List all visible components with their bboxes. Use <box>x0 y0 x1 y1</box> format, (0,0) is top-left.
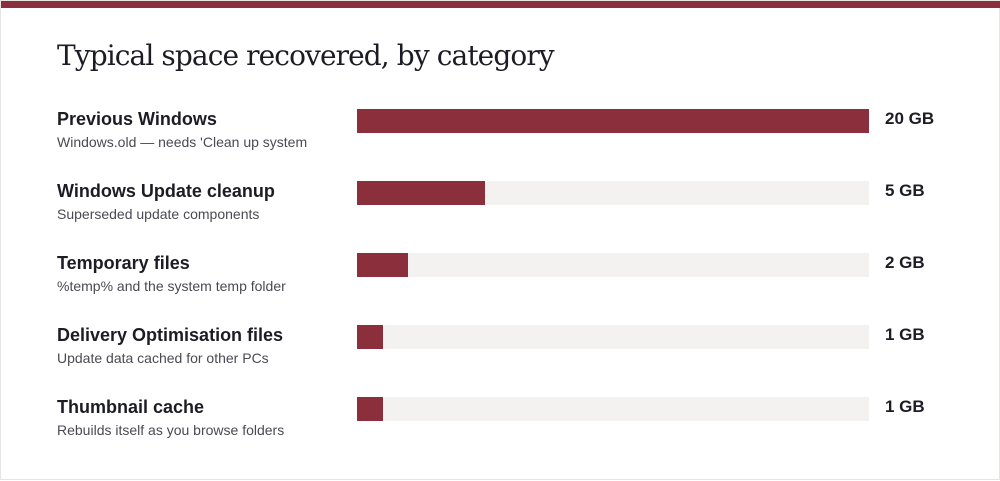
bar-track <box>357 253 869 277</box>
bar-row: Thumbnail cache Rebuilds itself as you br… <box>1 397 1000 457</box>
value-label: 2 GB <box>885 253 925 272</box>
bar-row: Previous Windows Windows.old — needs 'Cle… <box>1 109 1000 169</box>
value-label: 5 GB <box>885 181 925 200</box>
bar-row: Delivery Optimisation files Update data c… <box>1 325 1000 385</box>
category-description: Update data cached for other PCs <box>57 350 269 366</box>
accent-bar <box>1 1 1000 8</box>
value-label: 1 GB <box>885 397 925 416</box>
bar <box>357 181 485 205</box>
category-label: Thumbnail cache <box>57 397 205 417</box>
category-description: %temp% and the system temp folder <box>57 278 286 294</box>
category-label: Previous Windows <box>57 109 217 129</box>
bar-row: Windows Update cleanup Superseded update … <box>1 181 1000 241</box>
chart-title: Typical space recovered, by category <box>57 39 555 72</box>
category-description: Windows.old — needs 'Clean up system <box>57 134 308 150</box>
bar <box>357 397 383 421</box>
bar <box>357 109 869 133</box>
category-description: Superseded update components <box>57 206 260 222</box>
bar <box>357 325 383 349</box>
category-description: Rebuilds itself as you browse folders <box>57 422 285 438</box>
category-label: Temporary files <box>57 253 190 273</box>
value-label: 1 GB <box>885 325 925 344</box>
bar-track <box>357 397 869 421</box>
category-label: Delivery Optimisation files <box>57 325 284 345</box>
bar-track <box>357 109 869 133</box>
category-label: Windows Update cleanup <box>57 181 275 201</box>
bar <box>357 253 408 277</box>
bar-track <box>357 325 869 349</box>
bar-row: Temporary files %temp% and the system tem… <box>1 253 1000 313</box>
bar-track <box>357 181 869 205</box>
value-label: 20 GB <box>885 109 935 128</box>
